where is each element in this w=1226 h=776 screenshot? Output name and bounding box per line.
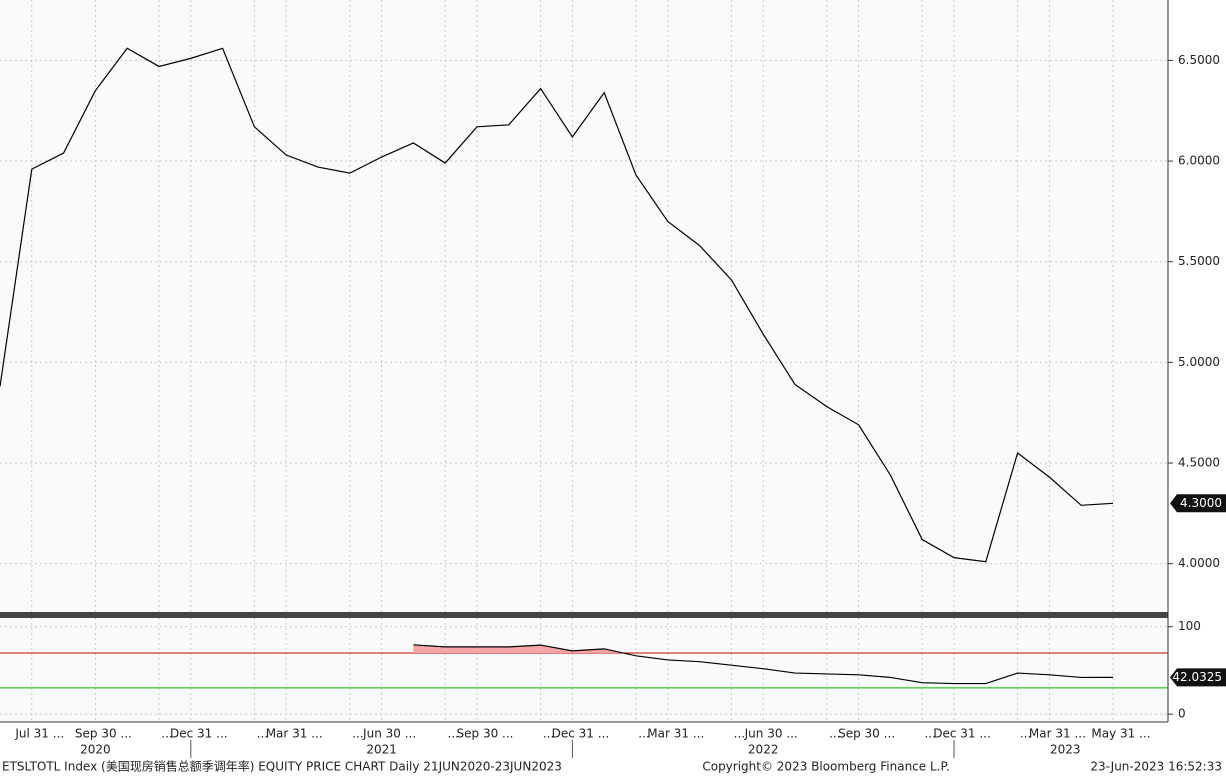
- x-tick-label: Sep 30 ...: [75, 727, 132, 741]
- overbought-fill: [508, 645, 541, 653]
- year-label: 2021: [366, 743, 397, 757]
- main-plot-bg: [0, 0, 1168, 612]
- x-tick-label: Mar 31 ...: [266, 727, 323, 741]
- x-tick-label: ...: [543, 727, 554, 741]
- x-tick-label: Dec 31 ...: [170, 727, 228, 741]
- x-tick-label: ...: [1020, 727, 1031, 741]
- y-tick-label: 6.5000: [1178, 53, 1220, 67]
- x-tick-label: ...: [447, 727, 458, 741]
- x-tick-label: Jun 30 ...: [362, 727, 416, 741]
- y-tick-label: 4.0000: [1178, 556, 1220, 570]
- x-tick-label: ...: [161, 727, 172, 741]
- panel-divider: [0, 612, 1168, 618]
- last-value-box: [1170, 494, 1226, 513]
- last-value-label: 42.0325: [1172, 670, 1222, 684]
- footer-center: Copyright© 2023 Bloomberg Finance L.P.: [702, 760, 949, 774]
- x-tick-label: Dec 31 ...: [933, 727, 991, 741]
- y-tick-label: 5.5000: [1178, 254, 1220, 268]
- x-tick-label: May 31 ...: [1091, 727, 1150, 741]
- x-tick-label: Sep 30 ...: [457, 727, 514, 741]
- y-tick-label: 6.0000: [1178, 154, 1220, 168]
- y-tick-label: 4.5000: [1178, 456, 1220, 470]
- x-tick-label: Sep 30 ...: [838, 727, 895, 741]
- y-tick-label: 100: [1178, 619, 1201, 633]
- rsi-plot-bg: [0, 618, 1168, 722]
- footer-left: ETSLTOTL Index (美国现房销售总额季调年率) EQUITY PRI…: [2, 759, 562, 774]
- y-tick-label: 0: [1178, 707, 1186, 721]
- x-tick-label: Jul 31 ...: [14, 727, 64, 741]
- year-label: 2020: [80, 743, 111, 757]
- year-label: 2023: [1050, 743, 1081, 757]
- line-series: [413, 644, 1114, 685]
- year-label: 2022: [748, 743, 779, 757]
- x-tick-label: ...: [352, 727, 363, 741]
- x-tick-label: Mar 31 ...: [647, 727, 704, 741]
- x-tick-label: ...: [924, 727, 935, 741]
- y-tick-label: 5.0000: [1178, 355, 1220, 369]
- x-tick-label: Jun 30 ...: [744, 727, 798, 741]
- x-tick-label: ...: [638, 727, 649, 741]
- x-tick-label: ...: [829, 727, 840, 741]
- overbought-fill: [477, 646, 509, 653]
- x-tick-label: ...: [257, 727, 268, 741]
- line-series: [0, 47, 1114, 563]
- last-value-box: [1170, 668, 1226, 687]
- last-value-label: 4.3000: [1180, 496, 1222, 510]
- x-tick-label: Dec 31 ...: [552, 727, 610, 741]
- footer-right: 23-Jun-2023 16:52:33: [1090, 760, 1222, 774]
- overbought-fill: [445, 646, 477, 653]
- x-tick-label: ...: [734, 727, 745, 741]
- x-tick-label: Mar 31 ...: [1029, 727, 1086, 741]
